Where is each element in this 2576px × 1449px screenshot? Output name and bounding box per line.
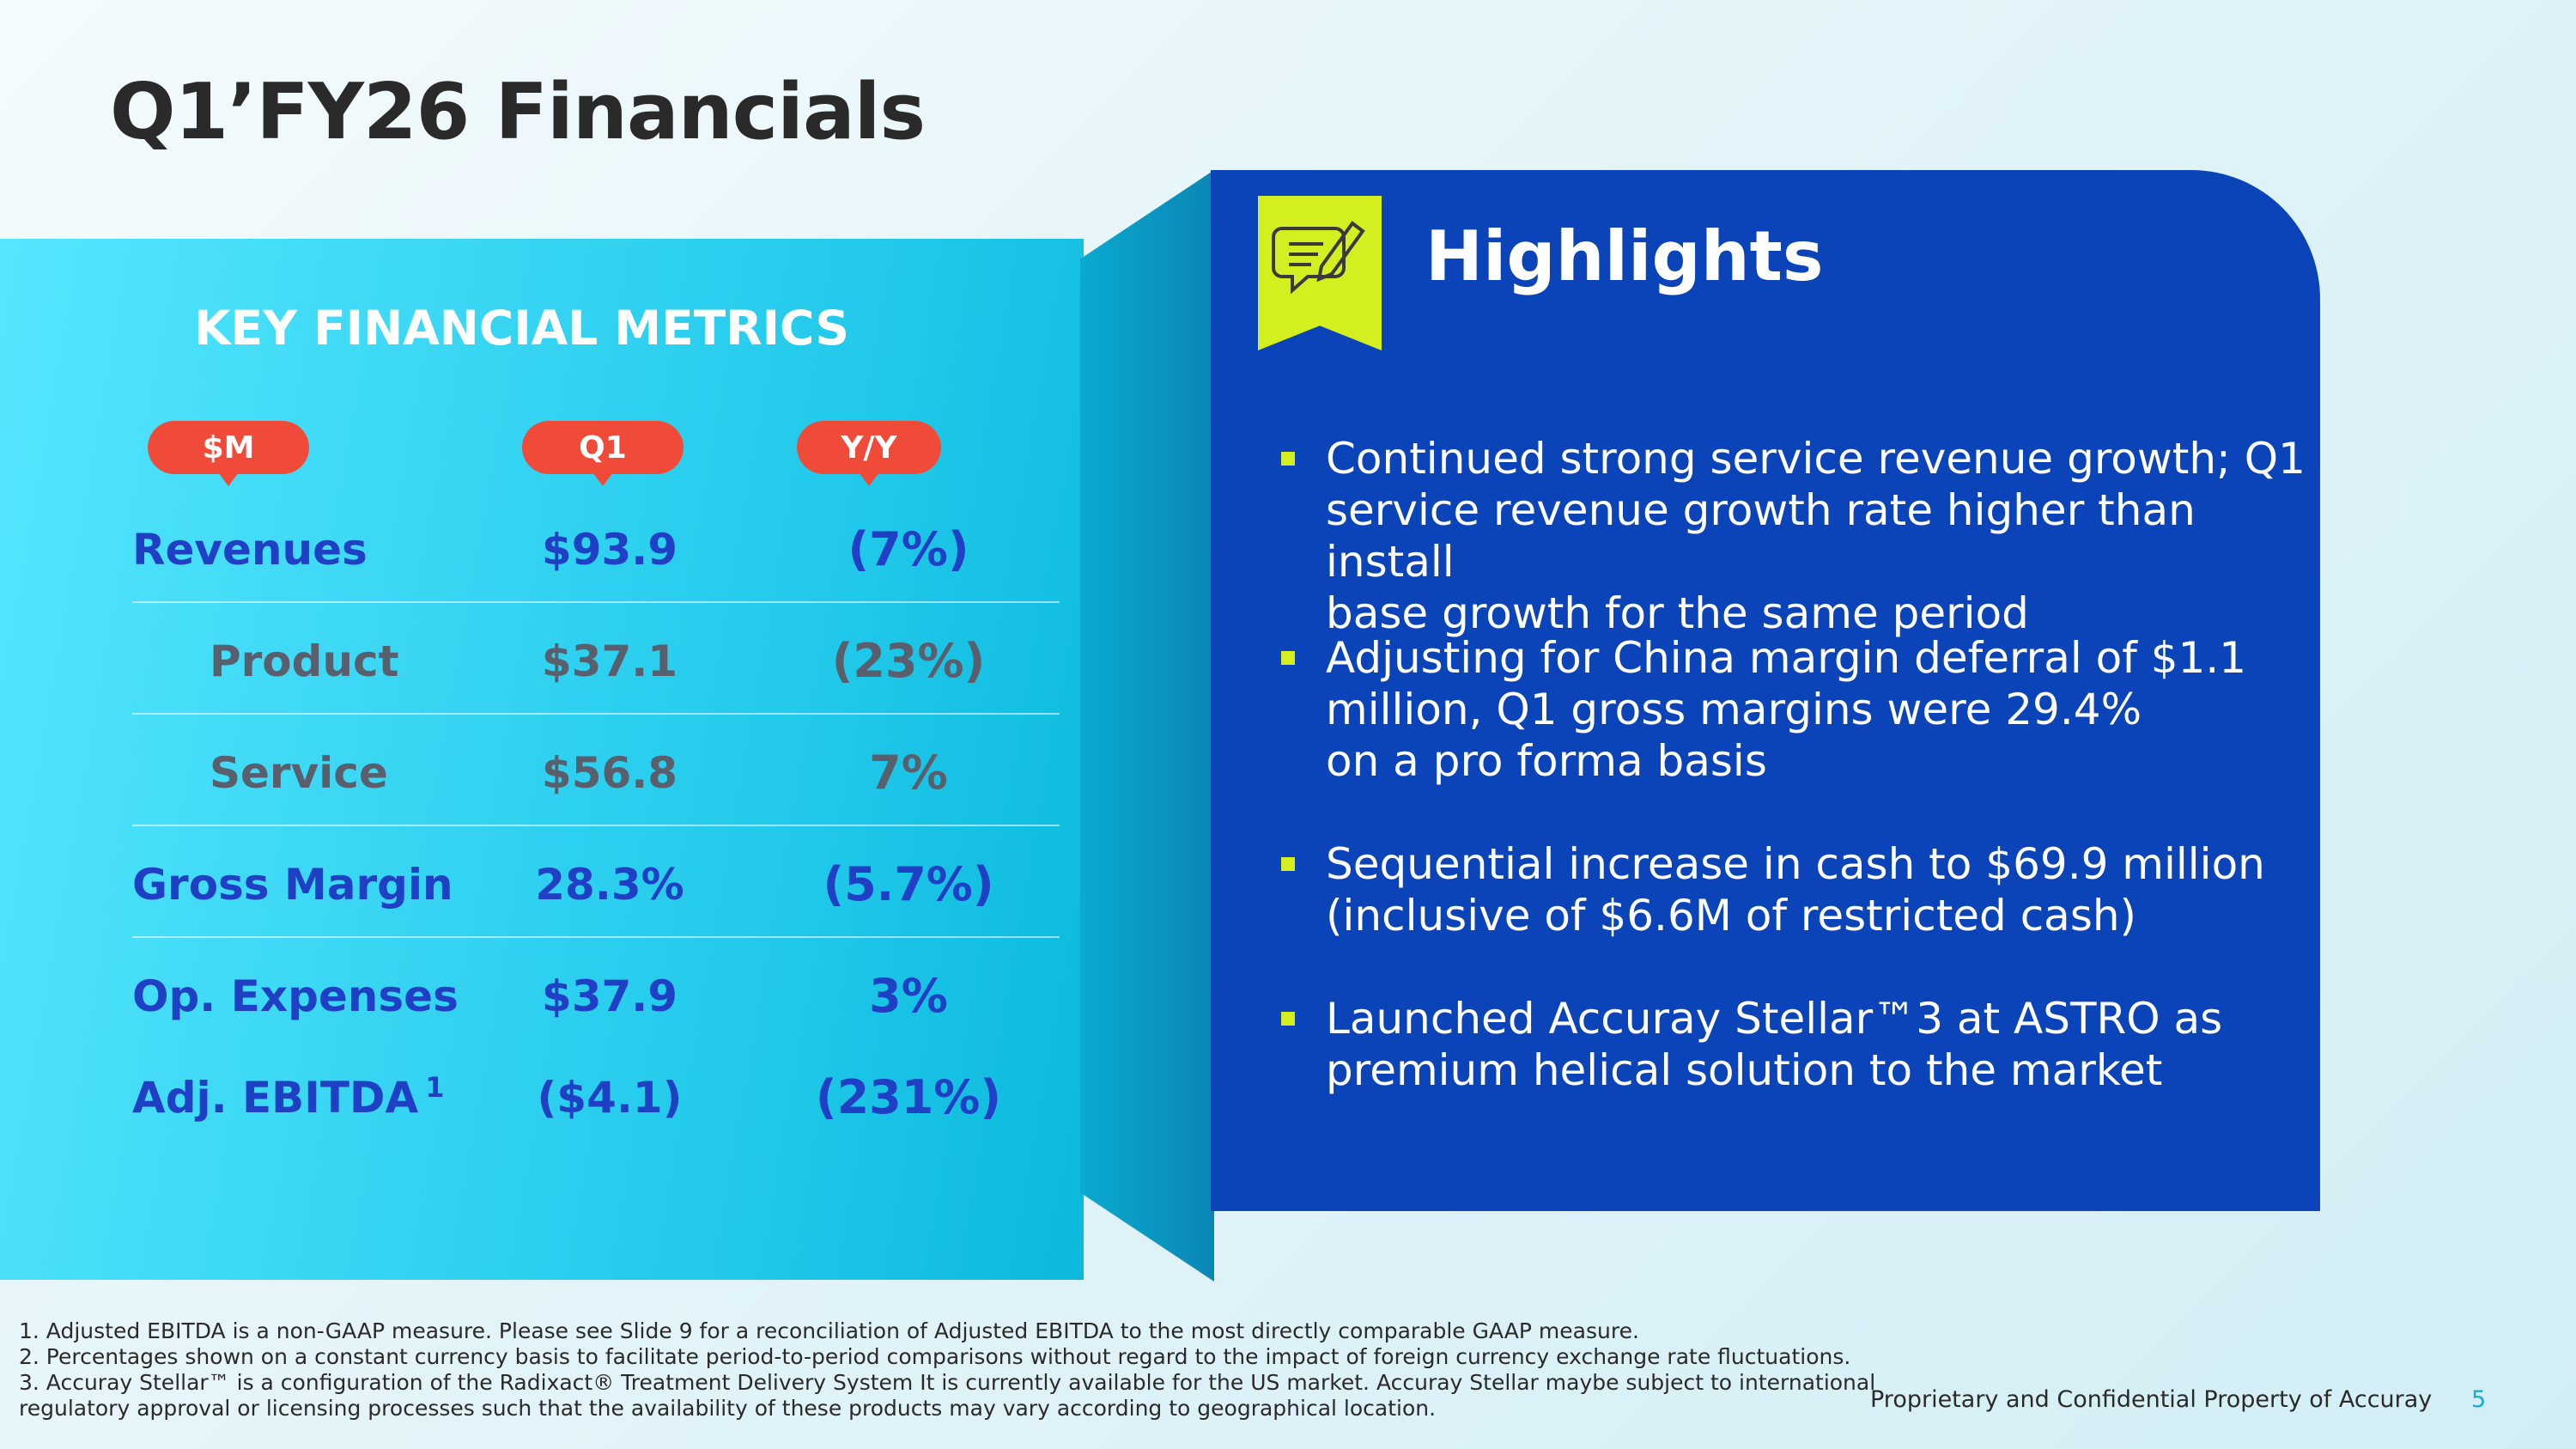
highlights-panel (1211, 170, 2320, 1211)
highlights-title: Highlights (1425, 216, 1824, 296)
page-number: 5 (2471, 1386, 2487, 1413)
column-header-q1: Q1 (522, 421, 683, 486)
highlight-text: Continued strong service revenue growth;… (1326, 434, 2306, 638)
highlight-bullet: Launched Accuray Stellar™3 at ASTRO as p… (1281, 993, 2320, 1096)
metric-label: Op. Expenses (132, 971, 459, 1021)
column-header-yy: Y/Y (797, 421, 941, 486)
metric-row-service: Service $56.8 7% (132, 721, 1060, 826)
metric-yy-value: (5.7%) (823, 857, 994, 911)
metric-q1-value: $37.9 (541, 971, 678, 1021)
footnote: regulatory approval or licensing process… (19, 1396, 1437, 1421)
metric-label: Gross Margin (132, 860, 453, 910)
chat-pencil-icon (1272, 221, 1365, 295)
metric-label: Adj. EBITDA 1 (132, 1046, 444, 1149)
panel-connector (1080, 170, 1214, 1282)
metric-row-product: Product $37.1 (23%) (132, 610, 1060, 715)
footnote-marker: 1 (425, 1071, 445, 1105)
metric-q1-value: $93.9 (541, 525, 678, 575)
highlight-bullet: Sequential increase in cash to $69.9 mil… (1281, 838, 2320, 941)
highlight-text: Sequential increase in cash to $69.9 mil… (1326, 839, 2265, 941)
highlight-bullet: Continued strong service revenue growth;… (1281, 433, 2320, 639)
metric-yy-value: 3% (869, 969, 948, 1023)
metric-q1-value: 28.3% (535, 860, 684, 910)
column-header-unit-label: $M (202, 429, 255, 466)
key-metrics-heading: KEY FINANCIAL METRICS (194, 301, 850, 356)
column-header-q1-label: Q1 (579, 429, 627, 466)
metric-q1-value: $56.8 (541, 748, 678, 798)
bullet-square-icon (1281, 651, 1295, 665)
metric-yy-value: (23%) (831, 634, 986, 688)
footnote: 2. Percentages shown on a constant curre… (19, 1344, 1851, 1369)
bullet-square-icon (1281, 1012, 1295, 1026)
footnote: 1. Adjusted EBITDA is a non-GAAP measure… (19, 1318, 1639, 1343)
metric-q1-value: $37.1 (541, 636, 678, 686)
highlight-text: Launched Accuray Stellar™3 at ASTRO as p… (1326, 994, 2223, 1095)
metric-label: Revenues (132, 525, 368, 575)
metric-label-text: Adj. EBITDA (132, 1073, 419, 1123)
metric-label: Service (210, 748, 388, 798)
metric-yy-value: 7% (869, 746, 948, 800)
column-header-yy-label: Y/Y (841, 429, 897, 466)
metric-yy-value: (231%) (815, 1070, 1002, 1124)
metric-row-revenues: Revenues $93.9 (7%) (132, 498, 1060, 603)
page-title: Q1’FY26 Financials (110, 67, 926, 157)
footnotes: 1. Adjusted EBITDA is a non-GAAP measure… (19, 1318, 1876, 1422)
metric-row-op-expenses: Op. Expenses $37.9 3% (132, 945, 1060, 1048)
bullet-square-icon (1281, 452, 1295, 466)
metric-q1-value: ($4.1) (537, 1073, 683, 1123)
footnote: 3. Accuray Stellar™ is a configuration o… (19, 1370, 1876, 1395)
confidential-notice: Proprietary and Confidential Property of… (1870, 1386, 2433, 1413)
column-header-unit: $M (148, 421, 309, 486)
highlight-text: Adjusting for China margin deferral of $… (1326, 633, 2247, 786)
metric-row-adj-ebitda: Adj. EBITDA 1 ($4.1) (231%) (132, 1046, 1060, 1149)
metric-row-gross-margin: Gross Margin 28.3% (5.7%) (132, 833, 1060, 938)
metric-label: Product (210, 636, 399, 686)
highlight-bullet: Adjusting for China margin deferral of $… (1281, 632, 2320, 787)
bullet-square-icon (1281, 857, 1295, 871)
metric-yy-value: (7%) (848, 522, 969, 576)
key-metrics-panel (0, 239, 1084, 1280)
highlights-badge (1258, 196, 1382, 350)
